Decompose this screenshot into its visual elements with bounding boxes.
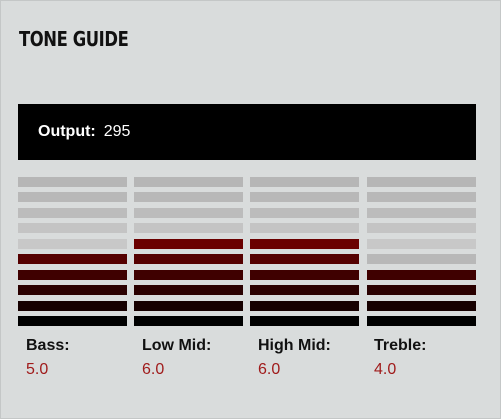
meter-segment-lit: [18, 316, 127, 326]
meter-segment-lit: [367, 269, 476, 280]
meter-segment-lit: [367, 300, 476, 311]
meter-segment-unlit: [18, 207, 127, 218]
meter-segment-lit: [250, 285, 359, 295]
band-label-treble: Treble:: [374, 337, 427, 354]
band-value-treble: 4.0: [374, 361, 397, 378]
panel-title: TONE GUIDE: [19, 27, 129, 51]
meter-segment-unlit: [18, 192, 127, 202]
meter-segment-lit: [250, 300, 359, 311]
band-label-high-mid: High Mid:: [258, 337, 331, 354]
meter-segment-lit: [250, 254, 359, 264]
meter-segment-unlit: [134, 176, 243, 187]
meter-segment-lit: [250, 238, 359, 249]
band-label-low-mid: Low Mid:: [142, 337, 212, 354]
meter-segment-lit: [18, 254, 127, 264]
meter-low-mid: [134, 175, 243, 326]
meter-segment-unlit: [18, 223, 127, 233]
meter-segment-unlit: [367, 192, 476, 202]
meter-segment-unlit: [367, 176, 476, 187]
meter-segment-unlit: [367, 254, 476, 264]
meter-segment-lit: [134, 285, 243, 295]
meter-segment-lit: [134, 254, 243, 264]
meter-segment-unlit: [18, 176, 127, 187]
meter-segment-unlit: [250, 176, 359, 187]
band-value-low-mid: 6.0: [142, 361, 165, 378]
output-label: Output:: [38, 123, 96, 140]
meter-segment-lit: [134, 269, 243, 280]
band-value-high-mid: 6.0: [258, 361, 281, 378]
meter-segment-lit: [18, 285, 127, 295]
meter-segment-unlit: [134, 207, 243, 218]
output-value: 295: [103, 123, 131, 140]
meter-segment-lit: [18, 269, 127, 280]
meter-segment-lit: [134, 316, 243, 326]
meter-segment-unlit: [367, 238, 476, 249]
meter-segment-lit: [367, 285, 476, 295]
meter-segment-unlit: [134, 223, 243, 233]
meter-segment-unlit: [250, 207, 359, 218]
meter-segment-lit: [367, 316, 476, 326]
meter-high-mid: [250, 175, 359, 326]
meter-segment-lit: [134, 238, 243, 249]
meter-segment-unlit: [367, 207, 476, 218]
band-label-bass: Bass:: [26, 337, 70, 354]
meter-segment-lit: [250, 316, 359, 326]
level-meters: [18, 175, 476, 326]
meter-treble: [367, 175, 476, 326]
meter-segment-lit: [18, 300, 127, 311]
meter-segment-unlit: [250, 223, 359, 233]
meter-segment-unlit: [18, 238, 127, 249]
meter-segment-unlit: [250, 192, 359, 202]
band-value-bass: 5.0: [26, 361, 49, 378]
meter-segment-unlit: [367, 223, 476, 233]
meter-segment-lit: [250, 269, 359, 280]
meter-bass: [18, 175, 127, 326]
output-display: Output: 295: [18, 104, 476, 160]
meter-segment-lit: [134, 300, 243, 311]
meter-segment-unlit: [134, 192, 243, 202]
